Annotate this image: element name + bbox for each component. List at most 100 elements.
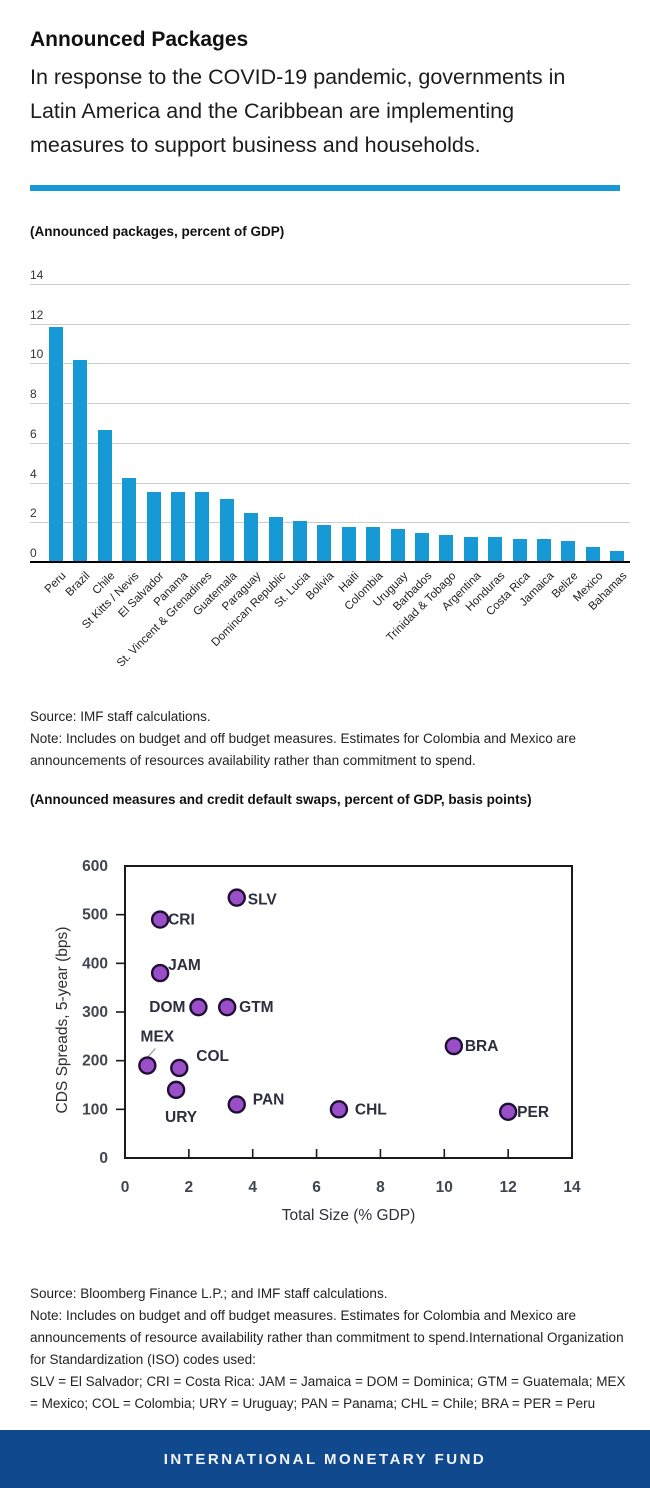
bar-chart-canvas: 14 12 10 8 6 4 2 0 [30, 268, 630, 563]
y-tick-label: 10 [30, 347, 44, 362]
scatter-point [138, 1056, 157, 1075]
y-tick-label: 8 [30, 387, 37, 402]
scatter-chart-title: (Announced measures and credit default s… [30, 792, 532, 807]
gridline [30, 482, 630, 484]
bar [439, 535, 454, 561]
gridline [30, 442, 630, 444]
bar [219, 499, 234, 561]
scatter-point-label: URY [165, 1109, 198, 1126]
y-tick-label: 4 [30, 466, 37, 481]
scatter-svg: 0 100 200 300 400 500 600 0 2 4 6 8 10 12 14 CDS Spread… [54, 858, 581, 1224]
scatter-point-label: PAN [253, 1091, 285, 1108]
source-line: Source: IMF staff calculations. [30, 709, 211, 724]
bar [512, 539, 527, 561]
note-line: Note: Includes on budget and off budget … [30, 731, 577, 768]
scatter-point-label: DOM [149, 999, 185, 1016]
scatter-point-label: GTM [239, 999, 273, 1016]
plot-frame [124, 865, 573, 1159]
x-tick-label: 14 [563, 1179, 581, 1196]
iso-codes-line: SLV = El Salvador; CRI = Costa Rica: JAM… [30, 1374, 626, 1411]
scatter-point-label: SLV [248, 892, 278, 909]
y-tick-label: 2 [30, 506, 37, 521]
bar [561, 541, 576, 561]
bar [488, 537, 503, 561]
report-title: Announced Packages [30, 28, 249, 51]
source-note-1: Source: IMF staff calculations. Note: In… [30, 706, 632, 772]
report-subtitle: In response to the COVID-19 pandemic, go… [30, 65, 566, 157]
scatter-point-label: CHL [355, 1101, 387, 1118]
bar [171, 491, 185, 561]
scatter-point-label: COL [196, 1048, 229, 1065]
scatter-point [498, 1102, 518, 1121]
y-tick-label: 200 [82, 1053, 108, 1070]
bar [366, 527, 381, 561]
bar [415, 533, 429, 561]
bar [244, 513, 259, 561]
bar [146, 491, 161, 561]
scatter-point [227, 1095, 246, 1114]
gridline [30, 323, 630, 325]
bar-chart-title: (Announced packages, percent of GDP) [30, 224, 285, 239]
bar [293, 521, 307, 561]
scatter-point [217, 997, 237, 1017]
bar [610, 551, 625, 561]
bar [317, 525, 332, 561]
scatter-point [150, 910, 170, 929]
y-tick-label: 14 [30, 268, 44, 282]
footer-wordmark: INTERNATIONAL MONETARY FUND [163, 1450, 487, 1468]
bar-chart-category-labels: Peru Brazil Chile St Kitts / Nevis El Salvad… [30, 566, 630, 696]
scatter-point-label: PER [517, 1104, 549, 1121]
bar [122, 477, 137, 561]
note-line: Note: Includes on budget and off budget … [30, 1308, 624, 1367]
scatter-point-label: CRI [168, 912, 195, 929]
scatter-point-label: BRA [465, 1038, 499, 1055]
y-tick-label: 100 [82, 1101, 108, 1118]
bar [341, 527, 356, 561]
scatter-point [227, 888, 246, 907]
bar [73, 360, 88, 561]
gridline [30, 403, 630, 405]
scatter-point [329, 1100, 349, 1119]
y-tick-label: 600 [82, 858, 108, 875]
scatter-point [444, 1036, 464, 1056]
bar [195, 491, 210, 561]
bar [463, 537, 478, 561]
x-tick-label: 0 [121, 1179, 130, 1196]
y-tick-label: 12 [30, 307, 44, 322]
x-tick-label: 4 [248, 1179, 257, 1196]
x-tick-label: 2 [185, 1179, 194, 1196]
bar [49, 326, 63, 561]
gridline [30, 522, 630, 524]
x-tick-label: 8 [376, 1179, 385, 1196]
x-axis-line [30, 561, 630, 563]
bar [390, 529, 405, 561]
scatter-chart-canvas: 0 100 200 300 400 500 600 0 2 4 6 8 10 12 14 CDS Spread… [0, 820, 650, 1250]
scatter-point-label: MEX [141, 1029, 175, 1046]
y-tick-label: 6 [30, 426, 37, 441]
y-tick-label: 300 [82, 1004, 108, 1021]
x-axis-title: Total Size (% GDP) [282, 1207, 416, 1224]
source-line: Source: Bloomberg Finance L.P.; and IMF … [30, 1286, 388, 1301]
scatter-point [150, 963, 170, 983]
y-tick-label: 0 [30, 546, 37, 560]
y-tick-label: 500 [82, 907, 108, 924]
scatter-point-label: JAM [168, 957, 201, 974]
y-axis-title: CDS Spreads, 5-year (bps) [54, 927, 71, 1114]
scatter-point [189, 997, 208, 1017]
x-tick-label: 10 [436, 1179, 453, 1196]
y-tick-label: 400 [82, 955, 108, 972]
scatter-point [170, 1058, 189, 1078]
bar [537, 539, 551, 561]
gridline [30, 284, 630, 285]
bar [268, 517, 283, 561]
accent-rule [30, 185, 620, 191]
imf-footer: INTERNATIONAL MONETARY FUND [0, 1430, 650, 1488]
y-tick-label: 0 [99, 1150, 108, 1167]
x-tick-label: 12 [500, 1179, 517, 1196]
source-note-2: Source: Bloomberg Finance L.P.; and IMF … [30, 1283, 632, 1415]
scatter-point [166, 1080, 186, 1100]
x-tick-label: 6 [312, 1179, 321, 1196]
bar-category-label: Brazil [64, 570, 93, 599]
bar [97, 429, 112, 561]
